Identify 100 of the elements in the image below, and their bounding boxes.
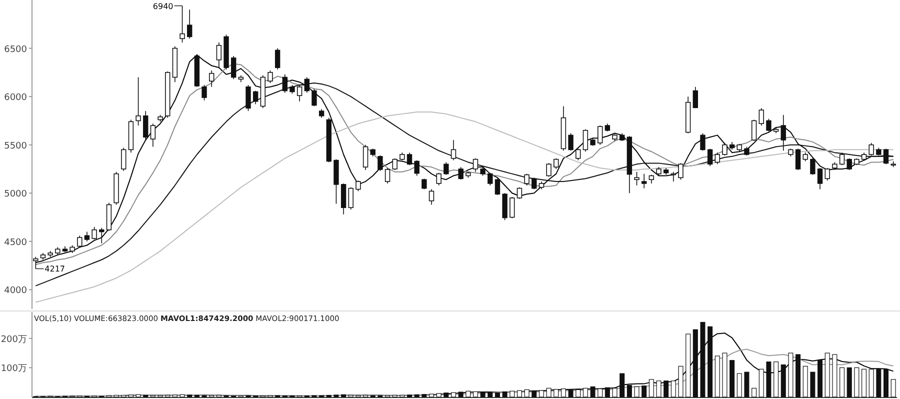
candlestick <box>722 142 728 156</box>
candlestick <box>150 123 156 148</box>
bar <box>876 368 882 398</box>
bar <box>538 390 544 398</box>
bar <box>788 352 794 398</box>
bar <box>890 379 896 398</box>
bar <box>458 392 464 398</box>
bar <box>832 354 838 398</box>
bar <box>488 392 493 398</box>
bar <box>840 367 845 398</box>
bar <box>494 392 500 398</box>
candlestick <box>340 183 346 215</box>
candlestick <box>384 168 390 184</box>
candlestick <box>99 227 104 244</box>
candlestick <box>524 173 530 186</box>
candlestick <box>414 160 420 176</box>
candlestick <box>751 119 757 142</box>
bar <box>612 388 618 398</box>
bar <box>546 388 552 398</box>
candlestick <box>33 256 38 270</box>
candlestick <box>568 132 574 152</box>
bar <box>634 386 640 398</box>
bar <box>714 356 720 398</box>
y-tick-label: 6500 <box>4 44 28 55</box>
bar <box>334 394 339 398</box>
candlestick <box>77 235 82 248</box>
candlestick <box>84 231 90 242</box>
line-series <box>35 112 894 303</box>
bar <box>766 362 772 398</box>
bar <box>868 368 874 398</box>
candlestick <box>795 148 801 170</box>
candlestick <box>502 192 508 221</box>
bar <box>774 362 779 398</box>
candlestick <box>422 178 427 190</box>
bar <box>576 389 581 398</box>
bar <box>730 360 735 398</box>
bar <box>708 326 713 398</box>
candlestick <box>356 180 361 192</box>
y-tick-label: 5000 <box>4 190 28 200</box>
candlestick <box>378 155 383 172</box>
candlestick <box>810 158 816 176</box>
candlestick <box>268 70 273 84</box>
candlestick <box>488 172 493 186</box>
bar <box>722 352 728 398</box>
candlestick <box>707 148 713 166</box>
candlestick <box>187 9 192 40</box>
bar <box>736 373 742 398</box>
y-tick-label: 100万 <box>0 364 27 374</box>
candlestick <box>780 114 786 152</box>
bar <box>670 380 676 398</box>
bar <box>802 366 808 398</box>
candlestick <box>817 168 823 190</box>
bar <box>451 392 456 398</box>
bar <box>626 384 632 398</box>
candlestick <box>458 166 464 180</box>
bar <box>700 322 706 398</box>
candlestick <box>678 162 684 180</box>
candlestick <box>216 42 222 68</box>
candlestick <box>634 171 640 186</box>
bar <box>554 389 559 398</box>
bar <box>128 394 134 398</box>
annotation: 4217 <box>44 264 66 274</box>
candlestick <box>576 148 581 161</box>
bar <box>664 380 669 398</box>
bar <box>780 364 786 398</box>
candlestick <box>143 110 148 140</box>
candlestick <box>121 147 126 172</box>
candlestick <box>180 5 185 43</box>
candlestick <box>252 90 258 105</box>
bar <box>429 394 434 398</box>
candlestick <box>510 196 515 219</box>
bar <box>532 390 537 398</box>
bar <box>818 360 823 398</box>
bar <box>560 388 566 398</box>
candlestick <box>883 148 889 165</box>
bar <box>187 394 192 398</box>
y-tick-label: 4500 <box>4 238 28 248</box>
candlestick <box>692 86 698 109</box>
bar <box>510 390 515 398</box>
candlestick <box>758 108 764 126</box>
candlestick <box>450 140 456 161</box>
bar <box>524 389 530 398</box>
candlestick <box>392 158 398 170</box>
line-series <box>35 348 894 397</box>
bar <box>686 334 691 398</box>
bar <box>758 368 764 398</box>
bar <box>422 394 427 398</box>
candlestick <box>230 56 236 80</box>
bar <box>692 329 698 398</box>
candlestick <box>582 128 588 152</box>
candlestick <box>406 152 412 166</box>
bar <box>598 388 603 398</box>
candlestick <box>554 158 559 170</box>
candlestick <box>428 188 434 206</box>
bar <box>854 367 860 398</box>
bar <box>824 352 830 398</box>
candlestick <box>362 144 368 170</box>
y-tick-label: 5500 <box>4 141 28 152</box>
y-tick-label: 200万 <box>0 334 27 345</box>
candlestick <box>312 88 317 107</box>
